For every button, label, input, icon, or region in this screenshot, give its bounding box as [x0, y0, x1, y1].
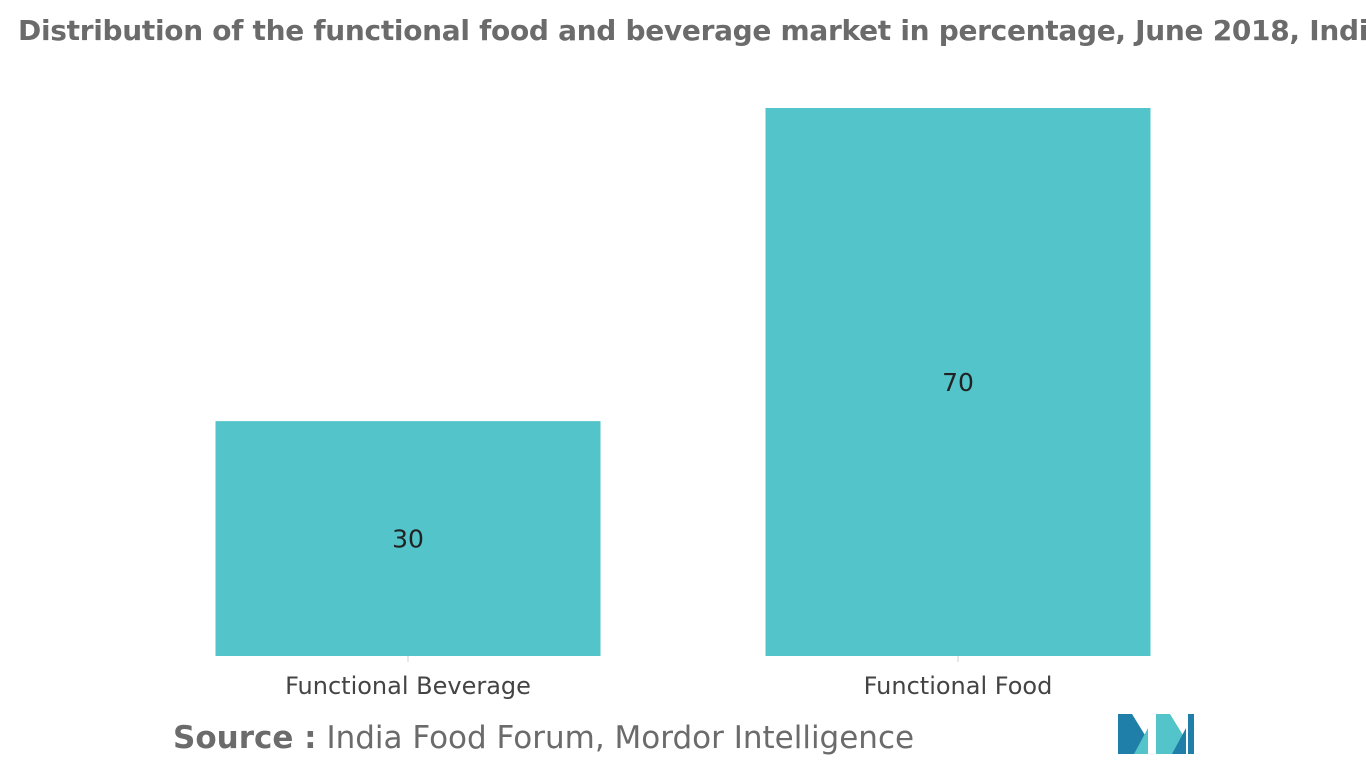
source-note: Source : India Food Forum, Mordor Intell…: [173, 720, 914, 756]
bar-functional-beverage: [215, 421, 601, 656]
source-label: Source :: [173, 720, 317, 756]
source-text: India Food Forum, Mordor Intelligence: [326, 720, 915, 756]
chart-title: Distribution of the functional food and …: [18, 14, 1366, 47]
x-tick-label: Functional Food: [864, 672, 1053, 700]
data-label: 30: [392, 525, 424, 554]
mordor-intelligence-logo-icon: [1118, 714, 1194, 754]
bar-functional-food: [765, 108, 1151, 656]
x-tick-label: Functional Beverage: [285, 672, 531, 700]
data-label: 70: [942, 368, 974, 397]
